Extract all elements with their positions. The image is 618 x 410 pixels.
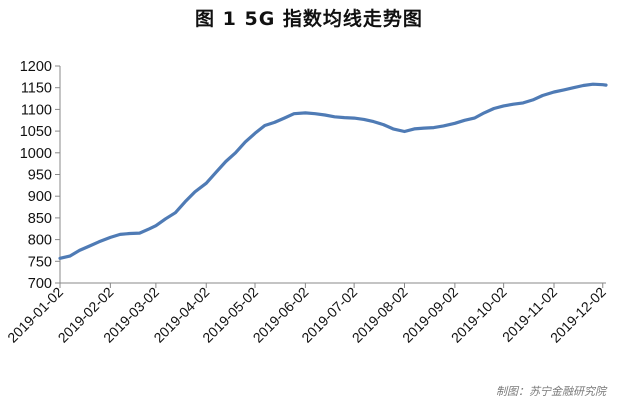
y-tick-label: 1100 [21,102,52,118]
series-line [58,82,608,260]
chart-title: 图 1 5G 指数均线走势图 [195,8,423,30]
y-tick-label: 1050 [20,124,52,140]
y-tick-label: 700 [28,276,52,292]
x-axis: 2019-01-022019-02-022019-03-022019-04-02… [4,282,609,346]
y-tick-label: 850 [28,211,52,227]
y-tick-label: 950 [28,168,52,184]
y-tick-label: 900 [28,189,52,205]
plot-area [58,82,608,260]
y-tick-label: 1200 [20,59,52,75]
y-tick-label: 1150 [21,81,52,97]
y-axis: 700 750 800 850 900 950 1000 1050 1100 1150 1200 [20,59,61,292]
credit-text: 制图：苏宁金融研究院 [496,385,606,398]
y-tick-label: 800 [28,233,52,249]
y-tick-label: 1000 [20,146,52,162]
y-tick-label: 750 [28,254,52,270]
